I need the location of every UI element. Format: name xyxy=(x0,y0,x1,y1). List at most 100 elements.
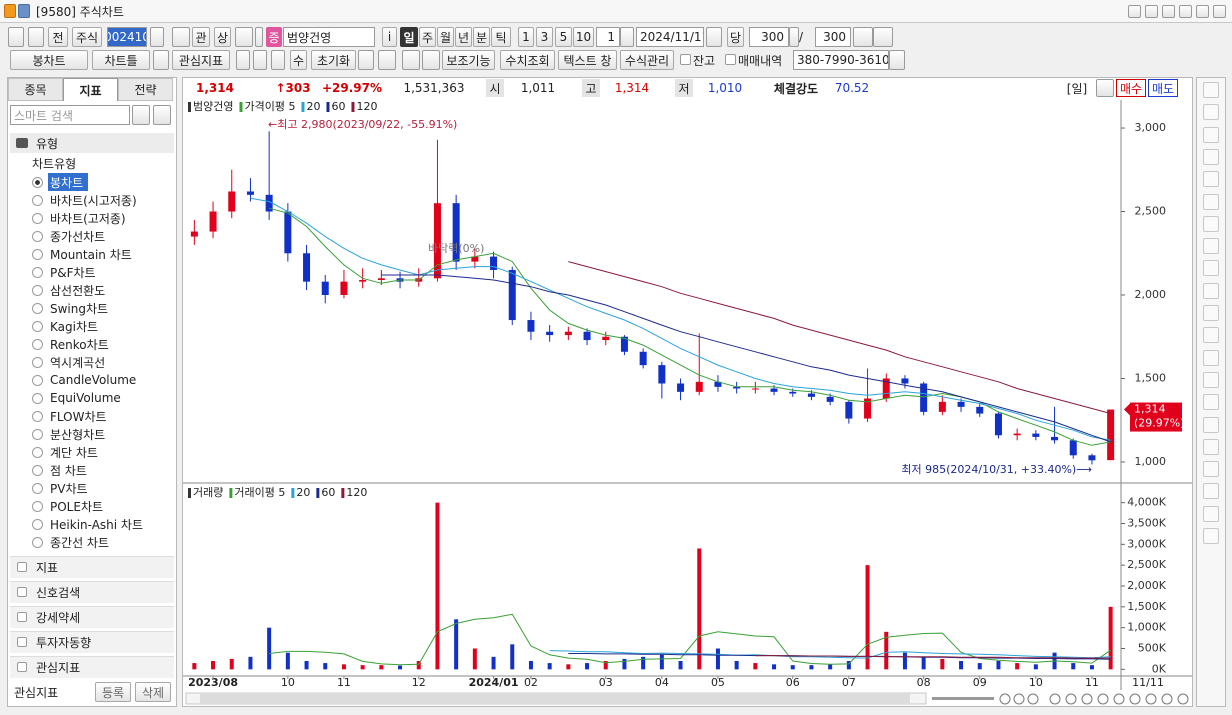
toolbar-item[interactable]: 초기화 xyxy=(311,50,356,70)
toolbar-item[interactable]: 380-7990-3610-1 xyxy=(793,50,889,70)
settings-icon[interactable] xyxy=(1096,79,1114,97)
tool-icon[interactable] xyxy=(1203,438,1219,455)
chart-type[interactable]: FLOW차트 xyxy=(50,409,107,424)
radio[interactable] xyxy=(32,519,43,530)
chart-type[interactable]: POLE차트 xyxy=(50,499,104,514)
toolbar-icon[interactable] xyxy=(255,27,263,47)
toolbar-item[interactable]: 상 xyxy=(214,27,231,47)
radio[interactable] xyxy=(32,537,43,548)
chart-type[interactable]: 계단 차트 xyxy=(50,445,98,460)
window-button[interactable] xyxy=(1145,5,1158,18)
tool-icon[interactable] xyxy=(1203,171,1219,188)
toolbar-item[interactable]: 10 xyxy=(573,27,594,47)
tool-icon[interactable] xyxy=(1203,148,1219,165)
toolbar-icon[interactable] xyxy=(28,27,44,47)
toolbar-item[interactable]: 텍스트 창 xyxy=(558,50,617,70)
toolbar-icon[interactable] xyxy=(8,27,24,47)
toolbar-item[interactable]: 틱 xyxy=(491,27,511,47)
radio[interactable] xyxy=(32,195,43,206)
radio[interactable] xyxy=(32,429,43,440)
radio[interactable] xyxy=(32,339,43,350)
tool-icon[interactable] xyxy=(1203,483,1219,500)
toolbar-item[interactable]: 3 xyxy=(536,27,553,47)
tool-icon[interactable] xyxy=(1203,305,1219,321)
radio[interactable] xyxy=(32,393,43,404)
footer-button[interactable]: 등록 xyxy=(95,682,131,702)
tool-icon[interactable] xyxy=(1203,416,1219,433)
tool-icon[interactable] xyxy=(1203,104,1219,121)
toolbar-item[interactable]: 범양건영 xyxy=(283,27,375,47)
chart-type[interactable]: 봉차트 xyxy=(48,173,88,191)
toolbar-icon[interactable] xyxy=(236,50,250,70)
chart-type[interactable]: Mountain 차트 xyxy=(50,247,132,262)
toolbar-item[interactable]: 증 xyxy=(266,27,282,47)
radio[interactable] xyxy=(32,303,43,314)
chart-type[interactable]: Heikin-Ashi 차트 xyxy=(50,517,143,532)
checkbox[interactable] xyxy=(680,54,691,65)
chart-type[interactable]: 역시계곡선 xyxy=(50,355,106,370)
folder-row[interactable]: 강세약세 xyxy=(10,606,174,628)
toolbar-item[interactable]: 5 xyxy=(555,27,572,47)
chart-type[interactable]: 분산형차트 xyxy=(50,427,106,442)
quote-sell[interactable]: 매도 xyxy=(1148,79,1178,97)
toolbar-icon[interactable] xyxy=(706,27,722,47)
sidebar-tab[interactable]: 종목 xyxy=(8,78,63,101)
checkbox[interactable] xyxy=(725,54,736,65)
window-button[interactable] xyxy=(1162,5,1175,18)
toolbar-icon[interactable] xyxy=(873,27,893,47)
footer-button[interactable]: 삭제 xyxy=(135,682,171,702)
chart-type[interactable]: 바차트(시고저종) xyxy=(50,193,137,208)
toolbar-item[interactable]: 관심지표 xyxy=(172,50,230,70)
search-box[interactable]: 스마트 검색 xyxy=(10,105,130,125)
toolbar-item[interactable]: 전 xyxy=(48,27,68,47)
toolbar-item[interactable]: 1 xyxy=(518,27,534,47)
toolbar-icon[interactable] xyxy=(150,27,164,47)
toolbar-icon[interactable] xyxy=(853,27,873,47)
radio[interactable] xyxy=(32,285,43,296)
toolbar-icon[interactable] xyxy=(235,27,253,47)
folder-row[interactable]: 관심지표 xyxy=(10,656,174,678)
toolbar-item[interactable]: 분 xyxy=(473,27,490,47)
toolbar-icon[interactable] xyxy=(789,27,799,47)
toolbar-item[interactable]: 수 xyxy=(290,50,307,70)
chart-type[interactable]: Swing차트 xyxy=(50,301,109,316)
radio[interactable] xyxy=(32,213,43,224)
chart-type[interactable]: Renko차트 xyxy=(50,337,109,352)
toolbar-item[interactable]: 주식 xyxy=(72,27,102,47)
tool-icon[interactable] xyxy=(1203,82,1219,98)
toolbar-item[interactable]: / xyxy=(798,30,804,44)
toolbar-item[interactable]: 수식관리 xyxy=(620,50,674,70)
folder-row[interactable]: 투자자동향 xyxy=(10,631,174,653)
toolbar-item[interactable]: 년 xyxy=(455,27,472,47)
tool-icon[interactable] xyxy=(1203,371,1219,388)
radio[interactable] xyxy=(32,321,43,332)
chart-type[interactable]: 점 차트 xyxy=(50,463,87,478)
radio[interactable] xyxy=(32,249,43,260)
toolbar-item[interactable]: 차트틀 xyxy=(92,50,150,70)
toolbar-item[interactable]: 잔고 xyxy=(693,53,716,68)
toolbar-item[interactable]: i xyxy=(382,27,397,47)
chart-type[interactable]: Kagi차트 xyxy=(50,319,99,334)
dropdown[interactable] xyxy=(889,50,905,70)
sidebar-tab[interactable]: 전략 xyxy=(118,78,173,101)
radio[interactable] xyxy=(32,447,43,458)
radio[interactable] xyxy=(32,501,43,512)
window-button[interactable] xyxy=(1196,5,1209,18)
tool-icon[interactable] xyxy=(1203,327,1219,344)
toolbar-item[interactable]: 보조기능 xyxy=(442,50,495,70)
toolbar-item[interactable]: 300 xyxy=(749,27,789,47)
chart-type[interactable]: PV차트 xyxy=(50,481,88,496)
radio[interactable] xyxy=(32,411,43,422)
sidebar-tab[interactable]: 지표 xyxy=(63,78,118,101)
toolbar-icon[interactable] xyxy=(358,50,374,70)
toolbar-icon[interactable] xyxy=(253,50,267,70)
tool-icon[interactable] xyxy=(1203,461,1219,478)
radio[interactable] xyxy=(32,231,43,242)
toolbar-item[interactable]: 주 xyxy=(419,27,436,47)
folder-row[interactable]: 신호검색 xyxy=(10,581,174,603)
tool-icon[interactable] xyxy=(1203,238,1219,255)
toolbar-icon[interactable] xyxy=(402,50,420,70)
tool-icon[interactable] xyxy=(1203,282,1219,299)
toolbar-item[interactable]: 관 xyxy=(192,27,210,47)
radio[interactable] xyxy=(32,375,43,386)
